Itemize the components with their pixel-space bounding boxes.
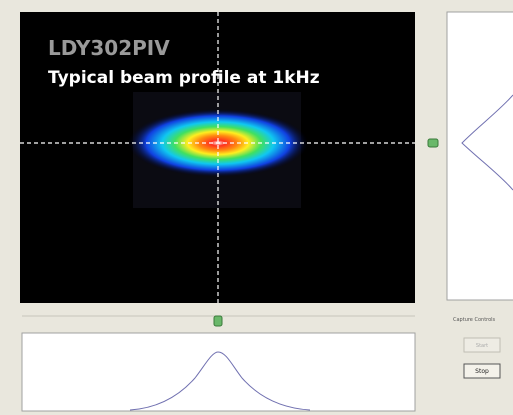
horizontal-profile-panel xyxy=(22,333,415,411)
beam-profiler-window: LDY302PIV Typical beam profile at 1kHz C… xyxy=(0,0,513,415)
image-title: LDY302PIV xyxy=(48,36,170,60)
stop-button-label[interactable]: Stop xyxy=(475,368,489,375)
vertical-profile-panel xyxy=(447,12,513,300)
v-slider-knob[interactable] xyxy=(428,139,438,147)
h-slider-knob[interactable] xyxy=(214,316,222,326)
controls-label: Capture Controls xyxy=(453,317,496,323)
image-subtitle: Typical beam profile at 1kHz xyxy=(48,68,320,88)
start-button-label[interactable]: Start xyxy=(476,343,488,349)
